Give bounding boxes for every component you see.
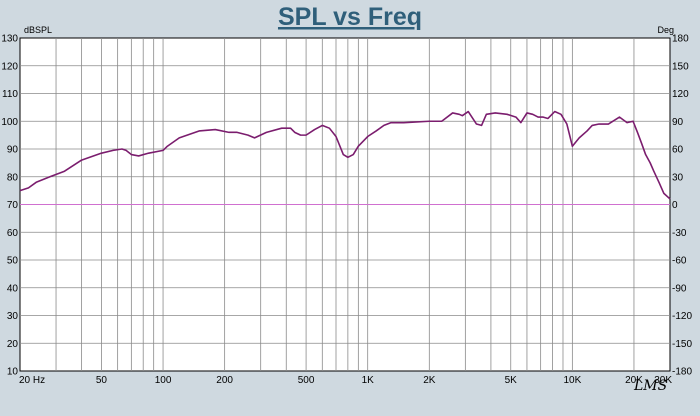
y-left-tick-label: 50 — [7, 256, 19, 267]
y-left-unit-label: dBSPL — [24, 25, 52, 35]
axis-labels: 10 20 30 40 50 60 70 80 90 100 110 120 130 -180 -150 -1… — [1, 34, 692, 387]
y-right-tick-label: -30 — [672, 228, 687, 239]
y-right-tick-label: -180 — [672, 367, 692, 378]
y-left-tick-label: 40 — [7, 283, 19, 294]
spl-series-line — [19, 110, 671, 200]
y-right-tick-label: 60 — [672, 145, 684, 156]
lms-logo: LMS — [633, 378, 667, 394]
x-tick-label: 20K — [625, 375, 643, 386]
x-tick-label: 100 — [155, 375, 172, 386]
x-tick-label: 2K — [423, 375, 436, 386]
x-tick-label: 30K — [654, 375, 672, 386]
x-tick-label: 1K — [362, 375, 375, 386]
y-right-tick-label: 120 — [672, 89, 689, 100]
y-right-tick-label: 0 — [672, 200, 678, 211]
x-tick-label: 20 Hz — [19, 375, 45, 386]
y-left-tick-label: 30 — [7, 311, 19, 322]
y-left-tick-label: 90 — [7, 145, 19, 156]
x-tick-label: 5K — [505, 375, 518, 386]
x-tick-label: 200 — [216, 375, 233, 386]
y-left-tick-label: 80 — [7, 172, 19, 183]
y-left-tick-label: 100 — [1, 117, 18, 128]
y-right-tick-label: 30 — [672, 172, 684, 183]
y-right-tick-label: -60 — [672, 256, 687, 267]
y-left-tick-label: 130 — [1, 34, 18, 45]
x-tick-label: 10K — [563, 375, 581, 386]
y-left-tick-label: 60 — [7, 228, 19, 239]
y-right-tick-label: 90 — [672, 117, 684, 128]
y-left-tick-label: 110 — [2, 89, 18, 100]
y-left-tick-label: 20 — [7, 339, 19, 350]
x-tick-label: 50 — [96, 375, 108, 386]
y-right-unit-label: Deg — [657, 25, 674, 35]
y-left-tick-label: 10 — [7, 367, 19, 378]
y-left-tick-label: 70 — [7, 200, 19, 211]
y-right-tick-label: -120 — [672, 311, 692, 322]
y-right-tick-label: -150 — [672, 339, 692, 350]
x-tick-label: 500 — [298, 375, 315, 386]
y-right-tick-label: -90 — [672, 283, 687, 294]
y-right-tick-label: 150 — [672, 61, 689, 72]
y-left-tick-label: 120 — [1, 61, 18, 72]
chart-title: SPL vs Freq — [278, 3, 422, 31]
series-layer — [19, 110, 671, 205]
y-right-tick-label: 180 — [672, 34, 689, 45]
